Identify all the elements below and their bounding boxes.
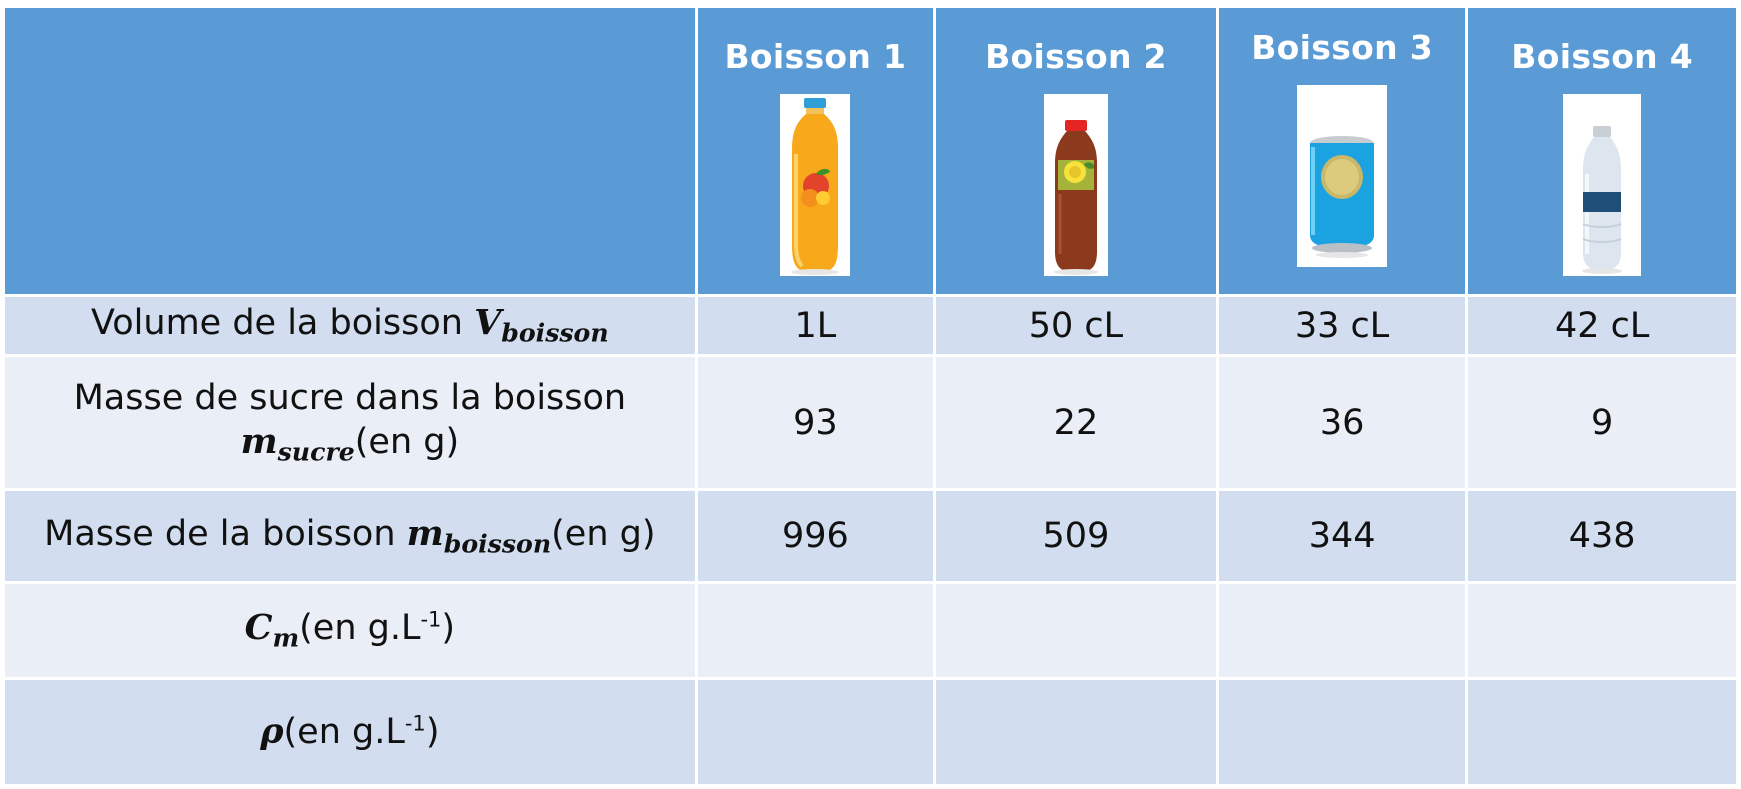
variable-letter: m (240, 421, 278, 463)
table-row: Masse de la boisson mboisson(en g) 996 5… (2, 488, 1739, 584)
orange-juice-bottle-icon (780, 93, 851, 276)
header-boisson-1: Boisson 1 (694, 5, 937, 297)
variable-symbol: Vboisson (474, 302, 609, 348)
table-cell (1465, 581, 1739, 680)
variable-symbol: mboisson (406, 512, 552, 559)
table-cell: 1L (694, 294, 937, 357)
variable-symbol: Cm (244, 607, 300, 653)
unit-exponent: -1 (420, 607, 442, 632)
variable-subscript: m (272, 623, 300, 654)
row-label-mass-concentration: Cm(en g.L-1) (2, 581, 698, 680)
header-label: Boisson 4 (1511, 36, 1694, 76)
row-label-text: Masse de sucre dans la boisson (73, 377, 627, 418)
row-label-density: ρ(en g.L-1) (2, 677, 698, 787)
header-boisson-4: Boisson 4 (1465, 5, 1739, 297)
table-cell: 42 cL (1465, 294, 1739, 357)
table-cell: 9 (1465, 354, 1739, 491)
table-row: ρ(en g.L-1) (2, 677, 1739, 787)
table-row: Cm(en g.L-1) (2, 581, 1739, 680)
table-cell (1215, 581, 1469, 680)
row-label-text: Masse de la boisson (44, 513, 407, 554)
variable-subscript: boisson (501, 318, 609, 349)
header-label: Boisson 2 (985, 36, 1167, 76)
row-label-text: Volume de la boisson (91, 303, 475, 344)
table-cell (1465, 677, 1739, 787)
row-unit: (en g.L (299, 608, 421, 649)
soda-can-icon (1297, 84, 1388, 267)
table-cell: 93 (694, 354, 937, 491)
table-cell (933, 677, 1219, 787)
header-label: Boisson 3 (1251, 27, 1433, 67)
table-cell: 36 (1215, 354, 1469, 491)
table-cell: 33 cL (1215, 294, 1469, 357)
table-cell (1215, 677, 1469, 787)
row-unit: (en g) (354, 422, 460, 463)
variable-subscript: sucre (277, 436, 355, 467)
unit-exponent: -1 (404, 711, 426, 736)
table-row: Volume de la boisson Vboisson 1L 50 cL 3… (2, 294, 1739, 357)
row-label-sugar-mass: Masse de sucre dans la boisson msucre(en… (2, 354, 698, 491)
table-cell: 438 (1465, 488, 1739, 584)
header-blank-cell (2, 5, 698, 297)
variable-symbol: msucre (240, 421, 355, 467)
unit-close: ) (425, 711, 440, 752)
header-boisson-2: Boisson 2 (933, 5, 1219, 297)
variable-subscript: boisson (443, 528, 552, 559)
table-cell: 509 (933, 488, 1219, 584)
unit-close: ) (441, 608, 456, 649)
variable-letter: ρ (260, 710, 284, 752)
table-cell (933, 581, 1219, 680)
table-cell: 50 cL (933, 294, 1219, 357)
table-cell (694, 581, 937, 680)
variable-letter: m (406, 512, 444, 554)
table-row: Masse de sucre dans la boisson msucre(en… (2, 354, 1739, 491)
drinks-table: Boisson 1 Boisson 2 (2, 5, 1739, 787)
row-unit: (en g.L (283, 711, 405, 752)
header-row: Boisson 1 Boisson 2 (2, 5, 1739, 297)
iced-tea-bottle-icon (1043, 93, 1108, 276)
row-unit: (en g) (551, 513, 656, 554)
variable-symbol: ρ (260, 711, 283, 752)
variable-letter: V (474, 302, 502, 344)
header-boisson-3: Boisson 3 (1215, 5, 1469, 297)
table-cell: 22 (933, 354, 1219, 491)
table-cell: 344 (1215, 488, 1469, 584)
row-label-volume: Volume de la boisson Vboisson (2, 294, 698, 357)
row-label-drink-mass: Masse de la boisson mboisson(en g) (2, 488, 698, 584)
header-label: Boisson 1 (724, 36, 907, 76)
table-cell (694, 677, 937, 787)
variable-letter: C (244, 607, 273, 649)
table-cell: 996 (694, 488, 937, 584)
water-bottle-icon (1563, 93, 1642, 276)
